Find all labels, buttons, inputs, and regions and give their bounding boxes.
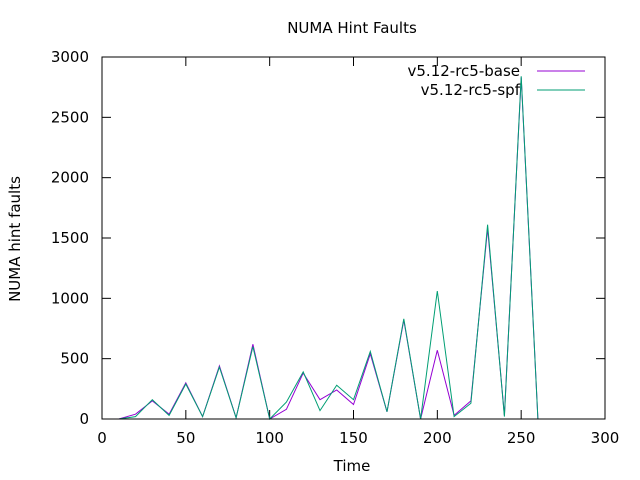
y-axis-label: NUMA hint faults (6, 176, 24, 302)
chart-title: NUMA Hint Faults (287, 19, 417, 37)
series-line-2 (118, 76, 539, 420)
series-group (118, 76, 539, 420)
plot-frame (101, 56, 606, 420)
y-tick-label: 1000 (51, 289, 89, 307)
y-tick-label: 0 (79, 410, 89, 428)
y-tick-label: 2500 (51, 108, 89, 126)
x-tick-label: 100 (255, 429, 284, 447)
legend-label-2: v5.12-rc5-spf (421, 81, 521, 99)
x-tick-label: 150 (339, 429, 368, 447)
series-line-1 (118, 77, 539, 420)
x-axis-label: Time (333, 457, 371, 475)
x-tick-label: 50 (176, 429, 195, 447)
x-tick-label: 300 (591, 429, 620, 447)
y-tick-label: 500 (60, 350, 89, 368)
axis-ticks: 0 500 1000 1500 2000 2500 3000 0 50 100 150 200 250 3… (51, 48, 620, 447)
legend-label-1: v5.12-rc5-base (408, 62, 521, 80)
x-tick-label: 0 (97, 429, 107, 447)
y-tick-label: 3000 (51, 48, 89, 66)
x-tick-label: 200 (423, 429, 452, 447)
y-tick-label: 2000 (51, 169, 89, 187)
y-tick-label: 1500 (51, 229, 89, 247)
x-tick-label: 250 (507, 429, 536, 447)
